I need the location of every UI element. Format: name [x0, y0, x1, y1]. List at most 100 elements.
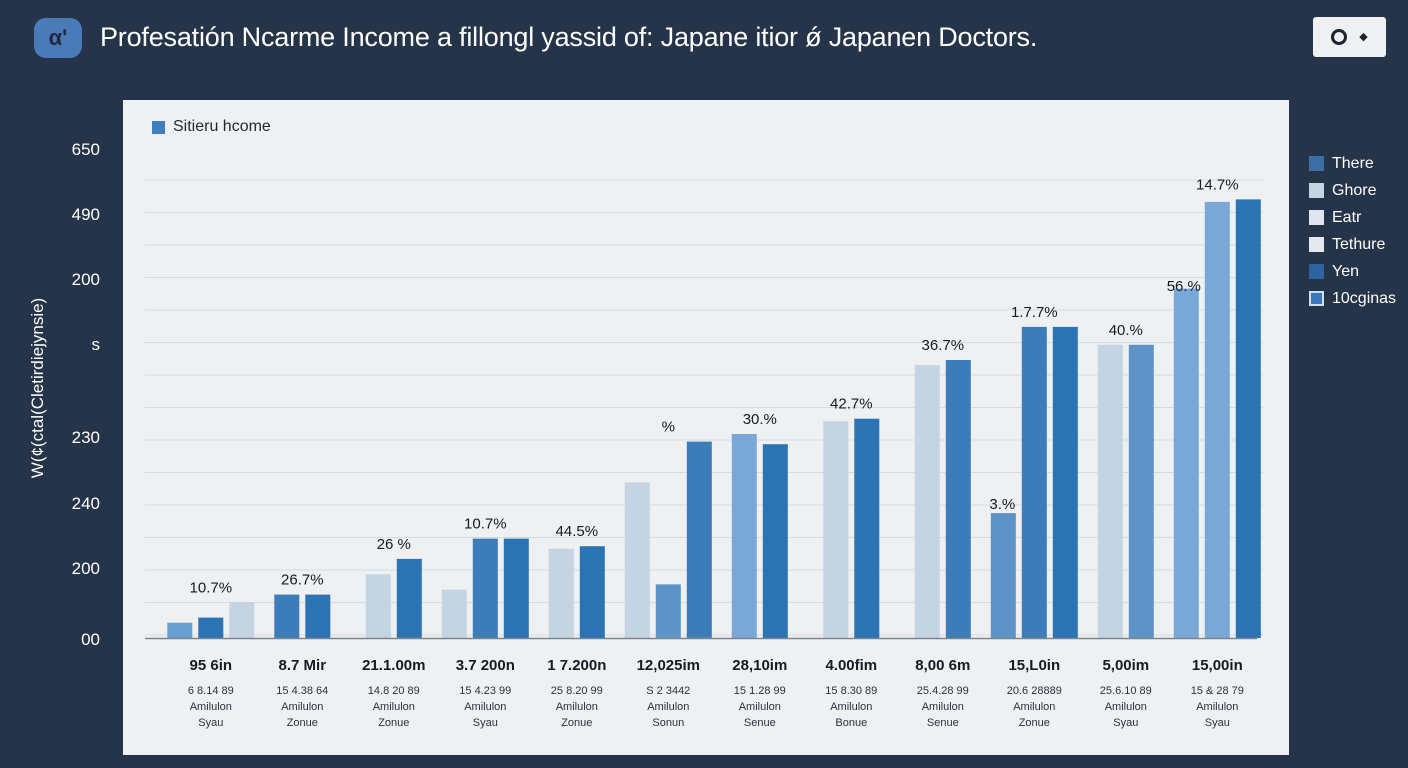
bar	[945, 360, 971, 638]
chart-legend: There Ghore Eatr Tethure Yen 10cginas	[1309, 150, 1396, 312]
category-sublabel: S 2 3442	[646, 685, 690, 697]
legend-item: Eatr	[1309, 204, 1396, 231]
legend-swatch	[1309, 183, 1324, 198]
category-label: 28,10im	[732, 657, 787, 674]
category-sublabel: Amilulon	[830, 701, 872, 713]
category-sublabel: Amilulon	[922, 701, 964, 713]
bar	[579, 546, 605, 638]
y-axis-label: W(¢(ctal(Cletirdiejynsie)	[28, 297, 47, 479]
inner-legend-swatch	[152, 120, 165, 134]
y-tick-label: s	[91, 335, 101, 354]
bar	[1128, 344, 1154, 639]
bar	[396, 558, 422, 638]
bar	[854, 418, 880, 638]
category-sublabel: Syau	[198, 717, 223, 729]
bar	[731, 434, 757, 638]
inner-legend: Sitieru hcome	[152, 118, 271, 136]
bar	[1173, 288, 1199, 638]
category-sublabel: Zonue	[561, 717, 592, 729]
bar-annotation: 10.7%	[190, 579, 233, 596]
bar	[274, 594, 300, 638]
category-sublabel: Amilulon	[556, 701, 598, 713]
legend-swatch	[1309, 264, 1324, 279]
bar	[914, 365, 940, 638]
category-label: 95 6in	[190, 657, 233, 674]
category-label: 8,00 6m	[915, 657, 970, 674]
category-label: 8.7 Mir	[279, 657, 327, 674]
legend-item: Yen	[1309, 258, 1396, 285]
y-tick-label: 490	[71, 205, 100, 224]
category-sublabel: Syau	[1205, 717, 1230, 729]
category-sublabel: 20.6 28889	[1007, 685, 1062, 697]
bar-annotation: 36.7%	[922, 337, 965, 354]
category-sublabel: 25 8.20 99	[551, 685, 603, 697]
category-sublabel: Syau	[1113, 717, 1138, 729]
category-sublabel: 15 & 28 79	[1191, 685, 1244, 697]
legend-swatch	[1309, 156, 1324, 171]
bar-annotation: %	[662, 419, 675, 436]
legend-label: Ghore	[1332, 181, 1377, 199]
bar	[624, 482, 650, 638]
category-sublabel: Amilulon	[373, 701, 415, 713]
bar	[823, 421, 849, 639]
category-sublabel: Zonue	[287, 717, 318, 729]
bar-annotation: 3.%	[989, 496, 1015, 513]
category-sublabel: Syau	[473, 717, 498, 729]
view-toggle-button[interactable]: ◆	[1313, 17, 1386, 57]
category-sublabel: Amilulon	[647, 701, 689, 713]
bar-annotation: 42.7%	[830, 396, 873, 413]
circle-toggle-icon	[1331, 29, 1348, 45]
chart-panel: 10.7% 95 6in 6 8.14 89 Amilulon Syau 26.7% 8.7…	[123, 100, 1289, 755]
y-tick-label: 650	[71, 140, 100, 159]
bar	[441, 589, 467, 639]
category-label: 15,00in	[1192, 657, 1243, 674]
bar	[305, 594, 331, 638]
category-sublabel: Bonue	[835, 717, 867, 729]
legend-swatch	[1309, 291, 1324, 306]
category-sublabel: Sonun	[652, 717, 684, 729]
category-label: 21.1.00m	[362, 657, 425, 674]
dropdown-dot-icon: ◆	[1359, 30, 1368, 43]
category-label: 4.00fim	[825, 657, 877, 674]
legend-item: 10cginas	[1309, 285, 1396, 312]
bar-chart: 10.7% 95 6in 6 8.14 89 Amilulon Syau 26.7% 8.7…	[145, 176, 1263, 729]
legend-label: Tethure	[1332, 235, 1386, 253]
category-sublabel: Amilulon	[1013, 701, 1055, 713]
bar	[990, 513, 1016, 639]
category-sublabel: Amilulon	[190, 701, 232, 713]
bar	[1235, 199, 1261, 638]
bar-annotation: 26.7%	[281, 572, 324, 589]
bar-annotation: 26 %	[377, 536, 411, 553]
legend-swatch	[1309, 237, 1324, 252]
category-sublabel: Senue	[927, 717, 959, 729]
inner-legend-label: Sitieru hcome	[173, 118, 271, 135]
category-sublabel: 14.8 20 89	[368, 685, 420, 697]
bar	[762, 444, 788, 638]
bar	[167, 622, 193, 638]
bar	[503, 538, 529, 639]
legend-label: Yen	[1332, 262, 1359, 280]
legend-label: Eatr	[1332, 208, 1362, 226]
category-sublabel: Amilulon	[1105, 701, 1147, 713]
bar-annotation: 40.%	[1109, 322, 1143, 339]
y-tick-label: 240	[71, 494, 100, 513]
legend-label: 10cginas	[1332, 289, 1397, 307]
chart-title: Profesatión Ncarme Income a fillongl yas…	[100, 22, 1038, 52]
category-sublabel: Zonue	[378, 717, 409, 729]
bar-annotation: 1.7.7%	[1011, 304, 1058, 321]
legend-item: Ghore	[1309, 177, 1396, 204]
category-sublabel: 25.6.10 89	[1100, 685, 1152, 697]
category-sublabel: Amilulon	[739, 701, 781, 713]
category-sublabel: Amilulon	[464, 701, 506, 713]
bar	[548, 548, 574, 639]
bar	[472, 538, 498, 639]
category-label: 3.7 200n	[456, 657, 515, 674]
bar	[655, 584, 681, 638]
bar-annotation: 14.7%	[1196, 176, 1239, 193]
category-sublabel: 6 8.14 89	[188, 685, 234, 697]
legend-label: There	[1332, 154, 1374, 172]
y-tick-label: 00	[81, 630, 100, 649]
bar	[1021, 326, 1047, 638]
app-icon[interactable]: α'	[34, 18, 82, 58]
y-tick-label: 230	[71, 428, 100, 447]
